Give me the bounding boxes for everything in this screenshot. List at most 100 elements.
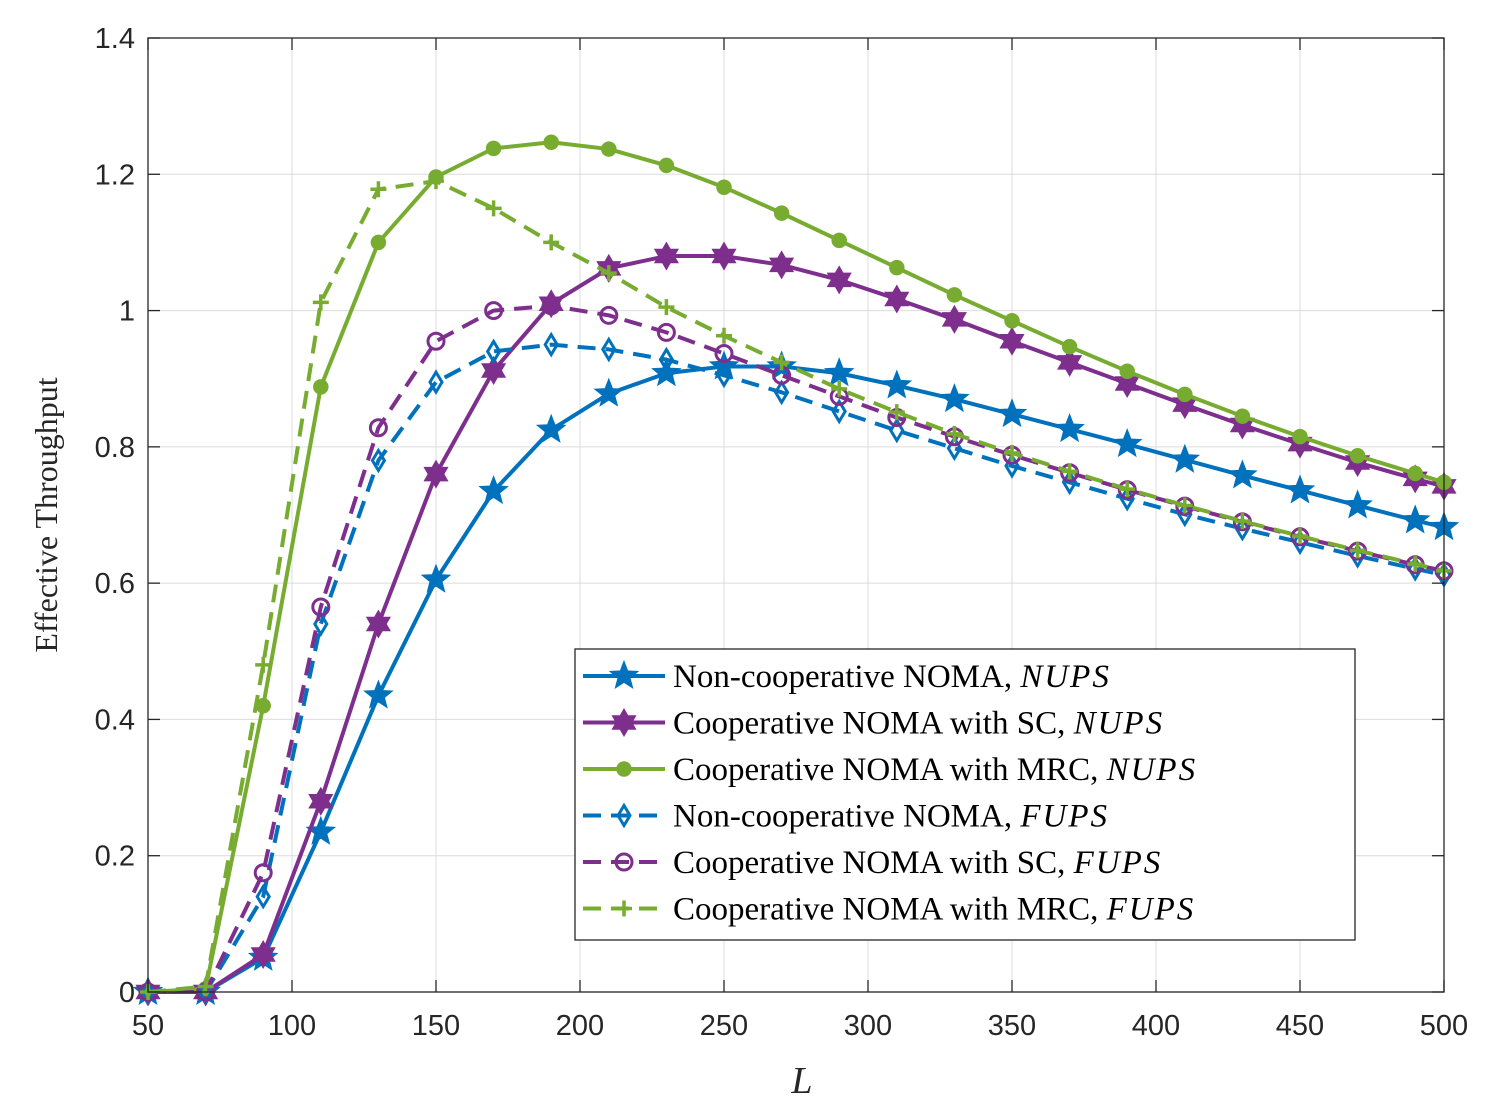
data-point-marker xyxy=(711,241,737,271)
data-point-marker xyxy=(601,336,617,363)
data-point-marker xyxy=(1234,408,1251,424)
data-point-marker xyxy=(1111,428,1143,458)
data-point-marker xyxy=(370,181,387,198)
data-point-marker xyxy=(996,398,1028,428)
data-point-marker xyxy=(543,331,559,358)
data-point-marker xyxy=(616,900,632,917)
data-point-marker xyxy=(370,447,387,474)
data-point-marker xyxy=(1004,313,1020,329)
data-point-marker xyxy=(831,398,847,425)
data-point-marker xyxy=(428,173,444,190)
data-point-marker xyxy=(426,331,446,351)
legend-box xyxy=(574,648,1356,941)
data-point-marker xyxy=(312,294,329,311)
data-point-marker xyxy=(365,609,391,639)
data-point-marker xyxy=(1169,443,1201,473)
data-point-marker xyxy=(313,379,329,395)
data-point-marker xyxy=(1119,363,1135,379)
data-point-marker xyxy=(946,425,963,442)
data-point-marker xyxy=(1349,542,1366,559)
data-point-marker xyxy=(1292,528,1308,545)
data-point-marker xyxy=(658,346,675,373)
data-point-marker xyxy=(831,232,847,249)
data-point-marker xyxy=(823,357,855,387)
data-point-marker xyxy=(308,786,334,816)
series-line xyxy=(147,140,1445,994)
data-point-marker xyxy=(773,354,790,371)
x-tick-label: 50 xyxy=(132,1010,164,1042)
legend-label: Cooperative NOMA with SC, NUPS xyxy=(673,706,1164,742)
data-point-marker xyxy=(1227,459,1258,489)
x-tick-label: 350 xyxy=(988,1010,1036,1042)
data-point-marker xyxy=(941,304,967,334)
legend-label-scheme: NUPS xyxy=(1073,706,1165,742)
data-point-marker xyxy=(1061,463,1078,480)
legend-label: Non-cooperative NOMA, NUPS xyxy=(673,659,1111,695)
legend-label: Cooperative NOMA with MRC, FUPS xyxy=(673,892,1195,928)
data-point-marker xyxy=(485,200,502,217)
legend-label: Cooperative NOMA with SC, FUPS xyxy=(673,845,1162,881)
data-point-marker xyxy=(485,338,502,365)
tick-layer: 50 100 150 200 250 300 350 400 450 500 0 0.2 0.4 0.6 0… xyxy=(95,23,1469,1042)
data-point-marker xyxy=(946,287,963,303)
y-tick-label: 0.6 xyxy=(95,568,135,600)
data-point-marker xyxy=(1057,347,1083,377)
data-point-marker xyxy=(543,234,560,251)
legend-label-name: Cooperative NOMA with SC, xyxy=(673,706,1074,742)
data-point-marker xyxy=(999,326,1025,356)
data-point-marker xyxy=(1399,504,1431,534)
data-point-marker xyxy=(363,679,394,709)
legend-label-scheme: NUPS xyxy=(1106,752,1198,788)
data-point-marker xyxy=(1004,444,1020,461)
data-point-marker xyxy=(599,305,619,325)
data-point-marker xyxy=(1234,515,1251,542)
series-line xyxy=(147,179,1445,994)
data-point-marker xyxy=(608,659,640,690)
x-tick-label: 150 xyxy=(412,1010,460,1042)
y-tick-label: 1 xyxy=(119,296,135,328)
series-line xyxy=(148,342,1445,994)
data-point-marker xyxy=(653,241,679,271)
data-point-marker xyxy=(716,179,732,195)
data-point-marker xyxy=(140,979,156,1005)
axes-box xyxy=(147,37,1445,993)
data-point-marker xyxy=(253,863,273,883)
data-point-marker xyxy=(255,883,271,910)
data-point-marker xyxy=(1061,338,1078,355)
legend-label-name: Non-cooperative NOMA, xyxy=(673,659,1020,695)
data-point-marker xyxy=(884,284,910,314)
x-tick-label: 500 xyxy=(1420,1010,1468,1042)
data-point-marker xyxy=(826,265,852,295)
x-tick-label: 250 xyxy=(700,1010,748,1042)
data-point-marker xyxy=(481,356,507,386)
data-point-marker xyxy=(1176,497,1193,514)
y-tick-label: 1.4 xyxy=(95,23,135,55)
legend-label-name: Cooperative NOMA with MRC, xyxy=(673,752,1107,788)
data-point-marker xyxy=(1177,386,1193,403)
legend-label: Non-cooperative NOMA, FUPS xyxy=(673,799,1109,835)
series-2 xyxy=(135,241,1457,1007)
data-point-marker xyxy=(889,259,905,276)
y-tick-label: 0 xyxy=(119,977,135,1009)
legend-label-name: Non-cooperative NOMA, xyxy=(673,799,1020,835)
data-point-marker xyxy=(1119,481,1136,498)
x-axis-label: L xyxy=(790,1060,812,1102)
data-point-marker xyxy=(313,611,329,637)
data-point-marker xyxy=(1407,465,1423,482)
data-point-marker xyxy=(543,134,559,151)
data-point-marker xyxy=(1234,513,1251,530)
legend-label-scheme: FUPS xyxy=(1073,845,1163,881)
legend-label-name: Cooperative NOMA with SC, xyxy=(673,845,1074,881)
data-point-marker xyxy=(616,761,632,777)
data-point-marker xyxy=(541,296,561,316)
series-1 xyxy=(132,350,1460,1006)
data-point-marker xyxy=(1177,501,1193,528)
legend-label-scheme: FUPS xyxy=(1106,892,1196,928)
data-point-marker xyxy=(716,327,732,344)
data-point-marker xyxy=(311,597,331,617)
legend-entry-3: Cooperative NOMA with MRC, NUPS xyxy=(583,752,1198,788)
data-point-marker xyxy=(600,265,617,282)
data-point-marker xyxy=(197,979,214,1005)
y-tick-label: 0.4 xyxy=(95,704,135,736)
